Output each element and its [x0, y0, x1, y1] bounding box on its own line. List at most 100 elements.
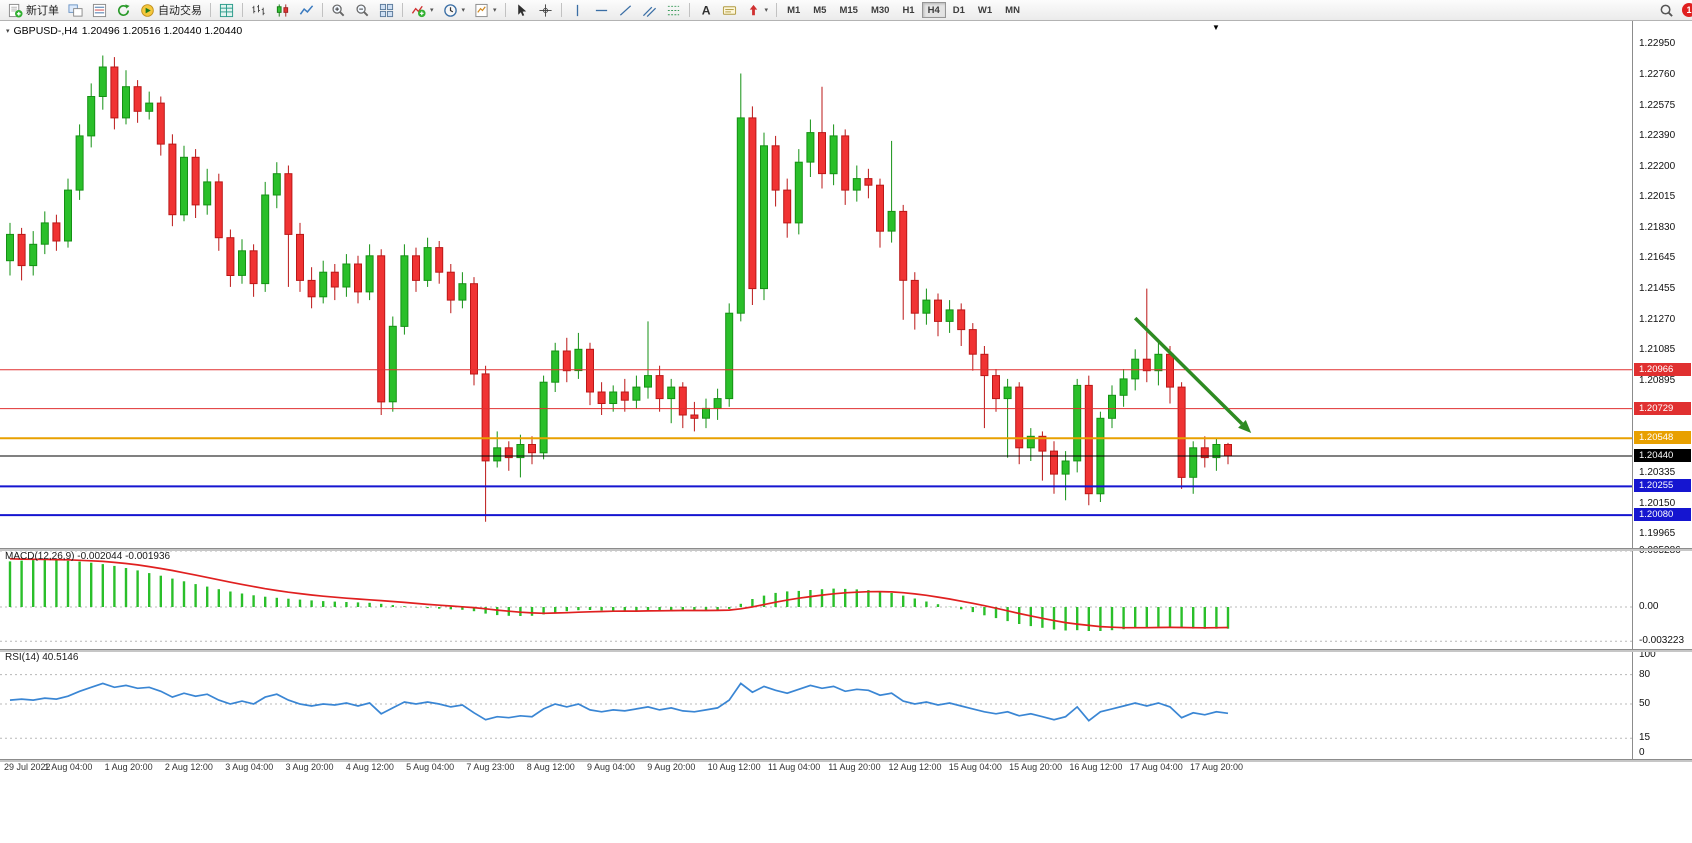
bar-chart-icon — [252, 4, 265, 15]
fibonacci-button[interactable] — [662, 1, 685, 19]
timeframe-w1[interactable]: W1 — [972, 2, 998, 18]
candle — [539, 381, 548, 454]
candle — [702, 407, 710, 419]
candle — [1212, 444, 1221, 459]
text-button[interactable]: A — [694, 1, 717, 19]
candle — [1131, 358, 1140, 380]
candle — [899, 210, 908, 281]
candle — [1015, 386, 1024, 449]
candle — [1038, 435, 1047, 452]
time-axis-label: 3 Aug 20:00 — [285, 762, 334, 772]
timeframe-mn[interactable]: MN — [999, 2, 1026, 18]
candle — [1224, 444, 1232, 457]
line-chart-button[interactable] — [295, 1, 318, 19]
zoom-in-button[interactable] — [327, 1, 350, 19]
vertical-line-button[interactable] — [566, 1, 589, 19]
price-axis-label: 1.19965 — [1639, 528, 1676, 539]
indicators-button[interactable]: ▾ — [407, 1, 438, 19]
tile-windows-icon — [379, 3, 394, 17]
candle — [87, 96, 96, 137]
candle — [644, 375, 652, 388]
vertical-line-icon — [576, 4, 578, 16]
price-axis-label: 1.20895 — [1639, 375, 1676, 387]
rsi-axis-label: 80 — [1639, 668, 1651, 680]
horizontal-line-button[interactable] — [590, 1, 613, 19]
candle — [307, 279, 316, 298]
symbols-button[interactable] — [215, 1, 238, 19]
bar-chart-button[interactable] — [247, 1, 270, 19]
candle — [1200, 447, 1209, 459]
candle — [110, 66, 119, 119]
timeframe-m5[interactable]: M5 — [807, 2, 832, 18]
candle — [760, 145, 768, 290]
candle — [180, 156, 188, 216]
candle — [980, 353, 989, 377]
price-axis-label: 1.22760 — [1639, 69, 1676, 81]
crosshair-icon — [538, 3, 552, 17]
channel-button[interactable] — [638, 1, 661, 19]
candle — [145, 102, 154, 112]
panel-separator[interactable] — [0, 548, 1692, 551]
candle — [1142, 358, 1151, 372]
price-tag: 1.20548 — [1634, 431, 1691, 445]
macd-panel-canvas[interactable] — [0, 548, 1632, 649]
text-label-icon — [722, 5, 736, 15]
candle — [1177, 386, 1186, 478]
timeframe-d1[interactable]: D1 — [947, 2, 971, 18]
autotrade-button[interactable]: 自动交易 — [136, 1, 206, 19]
symbol-info: ▾ GBPUSD-,H4 1.20496 1.20516 1.20440 1.2… — [6, 25, 242, 37]
refresh-button[interactable] — [112, 1, 135, 19]
search-button[interactable] — [1655, 1, 1678, 19]
horizontal-line-icon — [595, 9, 607, 11]
chart-scroll-marker-icon[interactable]: ▼ — [1212, 23, 1220, 32]
candle — [852, 178, 861, 191]
timeframe-m1[interactable]: M1 — [781, 2, 806, 18]
candle — [6, 233, 14, 262]
trend-arrow-object[interactable] — [1133, 316, 1252, 433]
candle — [562, 350, 571, 372]
chart-profiles-button[interactable] — [64, 1, 87, 19]
templates-button[interactable]: ▾ — [470, 1, 501, 19]
periods-button[interactable]: ▾ — [439, 1, 470, 19]
candle — [284, 173, 293, 235]
tile-windows-button[interactable] — [375, 1, 398, 19]
candle — [40, 222, 49, 245]
candle — [64, 189, 72, 242]
toolbar-separator — [504, 3, 506, 17]
rsi-panel-canvas[interactable] — [0, 649, 1632, 759]
candle — [876, 184, 884, 232]
candlestick-chart-button[interactable] — [271, 1, 294, 19]
arrows-button[interactable]: ▾ — [742, 1, 773, 19]
candle — [609, 391, 618, 404]
timeframe-h4[interactable]: H4 — [921, 2, 946, 18]
candle — [818, 132, 826, 175]
label-button[interactable] — [718, 1, 741, 19]
time-axis-label: 1 Aug 04:00 — [44, 762, 93, 772]
price-tag: 1.20080 — [1634, 508, 1691, 522]
price-tag: 1.20729 — [1634, 401, 1691, 415]
candle — [516, 444, 525, 459]
chart-profiles-icon — [68, 3, 83, 17]
notification-badge[interactable]: 1 — [1682, 3, 1692, 17]
panel-separator[interactable] — [0, 649, 1692, 652]
zoom-out-button[interactable] — [351, 1, 374, 19]
candle — [412, 255, 420, 281]
candle — [632, 386, 641, 401]
crosshair-button[interactable] — [534, 1, 557, 19]
candle — [400, 255, 409, 327]
line-chart-icon — [299, 4, 314, 15]
cursor-button[interactable] — [510, 1, 533, 19]
time-axis[interactable]: 29 Jul 2022 1 Aug 04:00 1 Aug 20:00 2 Aug 1… — [0, 759, 1632, 777]
trendline-button[interactable] — [614, 1, 637, 19]
candle — [655, 375, 664, 400]
price-axis[interactable]: 1.22950 1.22760 1.22575 1.22390 1.22200 1.220… — [1632, 20, 1692, 759]
timeframe-m30[interactable]: M30 — [865, 2, 895, 18]
candle — [887, 210, 896, 232]
timeframe-h1[interactable]: H1 — [896, 2, 920, 18]
timeframe-m15[interactable]: M15 — [833, 2, 863, 18]
rsi-axis-label: 50 — [1639, 698, 1651, 709]
new-order-button[interactable]: 新订单 — [4, 1, 63, 19]
market-watch-button[interactable] — [88, 1, 111, 19]
main-chart-canvas[interactable] — [0, 20, 1632, 548]
toolbar-separator — [322, 3, 323, 17]
